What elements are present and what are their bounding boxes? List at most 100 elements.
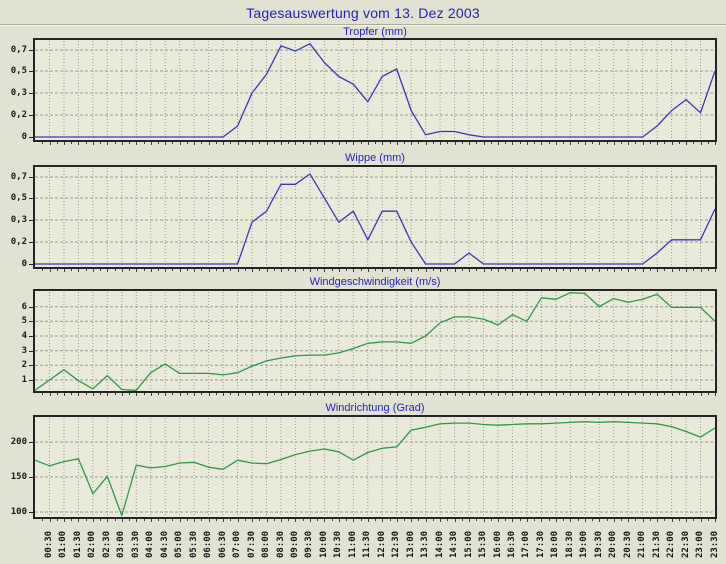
- x-minor-tick: [375, 519, 376, 521]
- x-tick: [281, 393, 282, 396]
- y-tick-label: 100: [10, 507, 27, 517]
- x-tick: [526, 519, 528, 522]
- x-minor-tick: [389, 269, 391, 271]
- x-minor-tick: [215, 142, 217, 144]
- x-tick: [237, 519, 239, 522]
- x-minor-tick: [418, 519, 420, 521]
- x-minor-tick: [346, 519, 348, 521]
- x-tick: [179, 142, 181, 145]
- x-tick: [382, 393, 384, 396]
- x-tick-label: 19:30: [593, 530, 604, 558]
- x-minor-tick: [331, 142, 333, 144]
- x-tick: [63, 142, 65, 145]
- y-tick: [29, 477, 34, 478]
- x-tick: [469, 519, 470, 522]
- x-tick-label: 06:00: [203, 530, 214, 558]
- x-tick: [628, 519, 630, 522]
- x-tick: [541, 269, 543, 272]
- x-minor-tick: [143, 269, 145, 271]
- y-tick-label: 1: [21, 375, 27, 385]
- x-minor-tick: [476, 519, 478, 521]
- plot-svg: [35, 168, 715, 266]
- x-minor-tick: [331, 269, 333, 271]
- x-tick-label: 20:30: [622, 530, 633, 558]
- x-minor-tick: [461, 269, 463, 271]
- x-tick: [512, 393, 514, 396]
- x-tick: [121, 519, 123, 522]
- x-minor-tick: [143, 393, 145, 395]
- x-tick: [454, 519, 456, 522]
- x-tick: [252, 393, 253, 396]
- x-minor-tick: [201, 519, 203, 521]
- x-minor-tick: [230, 393, 232, 395]
- h-gridlines: [35, 441, 715, 513]
- x-minor-tick: [244, 519, 246, 521]
- x-tick: [686, 519, 688, 522]
- plot-tropfer: [33, 38, 717, 142]
- x-minor-tick: [505, 393, 507, 395]
- x-tick: [324, 142, 326, 145]
- x-tick-label: 22:30: [680, 530, 691, 558]
- x-tick: [425, 519, 427, 522]
- h-gridlines: [35, 176, 715, 243]
- x-tick: [223, 142, 225, 145]
- x-tick-strip: [35, 519, 717, 523]
- x-minor-tick: [85, 519, 87, 521]
- x-tick-label: 03:30: [130, 530, 141, 558]
- x-minor-tick: [490, 142, 492, 144]
- x-tick: [613, 142, 615, 145]
- x-tick: [107, 269, 109, 272]
- x-minor-tick: [432, 393, 434, 395]
- y-tick: [29, 198, 34, 199]
- x-minor-tick: [143, 519, 145, 521]
- x-tick: [150, 269, 152, 272]
- x-minor-tick: [519, 393, 521, 395]
- x-tick: [613, 519, 615, 522]
- x-minor-tick: [100, 519, 102, 521]
- x-minor-tick: [476, 393, 478, 395]
- x-minor-tick: [606, 393, 608, 395]
- x-tick: [367, 269, 369, 272]
- x-tick: [223, 519, 225, 522]
- x-tick: [353, 519, 355, 522]
- x-tick: [599, 393, 601, 396]
- y-tick-label: 0,7: [10, 172, 27, 182]
- x-minor-tick: [288, 519, 290, 521]
- x-tick: [338, 393, 340, 396]
- y-tick-label: 4: [21, 331, 27, 341]
- x-minor-tick: [635, 269, 637, 271]
- x-tick: [78, 393, 80, 396]
- plot-svg: [35, 418, 715, 517]
- x-minor-tick: [606, 269, 608, 271]
- x-minor-tick: [42, 142, 44, 144]
- x-tick-strip: [35, 393, 717, 397]
- v-gridlines: [48, 168, 702, 266]
- x-minor-tick: [288, 269, 290, 271]
- x-tick: [526, 269, 528, 272]
- x-tick: [700, 393, 702, 396]
- x-minor-tick: [606, 519, 608, 521]
- x-tick-label: 05:00: [174, 530, 185, 558]
- x-tick: [411, 142, 413, 145]
- x-minor-tick: [621, 269, 622, 271]
- x-tick-label: 12:00: [376, 530, 387, 558]
- h-gridlines: [35, 49, 715, 116]
- x-minor-tick: [42, 393, 44, 395]
- x-minor-tick: [403, 142, 405, 144]
- x-tick: [194, 142, 196, 145]
- x-minor-tick: [505, 269, 507, 271]
- x-minor-tick: [302, 393, 304, 395]
- x-minor-tick: [230, 142, 232, 144]
- x-tick: [208, 142, 210, 145]
- x-minor-tick: [244, 142, 246, 144]
- x-tick: [483, 519, 485, 522]
- x-tick: [454, 142, 456, 145]
- x-minor-tick: [664, 269, 666, 271]
- x-minor-tick: [129, 269, 130, 271]
- y-tick-label: 6: [21, 301, 27, 312]
- x-minor-tick: [129, 393, 130, 395]
- x-tick: [599, 142, 601, 145]
- x-minor-tick: [346, 142, 348, 144]
- x-tick: [657, 393, 659, 396]
- x-tick: [642, 393, 644, 396]
